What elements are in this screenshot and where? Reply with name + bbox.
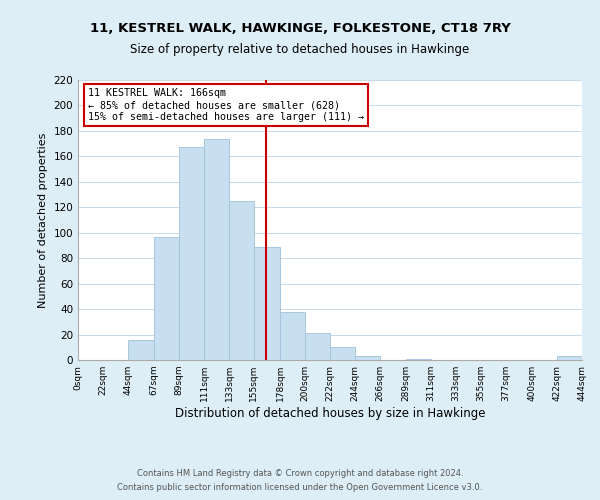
Bar [154, 236, 179, 360]
Bar [557, 356, 582, 360]
Bar [179, 148, 204, 360]
Bar [128, 340, 154, 360]
Bar [280, 312, 305, 360]
Text: Size of property relative to detached houses in Hawkinge: Size of property relative to detached ho… [130, 42, 470, 56]
Y-axis label: Number of detached properties: Number of detached properties [38, 132, 48, 308]
Bar [229, 201, 254, 360]
Text: Contains HM Land Registry data © Crown copyright and database right 2024.: Contains HM Land Registry data © Crown c… [137, 468, 463, 477]
Bar [355, 356, 380, 360]
X-axis label: Distribution of detached houses by size in Hawkinge: Distribution of detached houses by size … [175, 407, 485, 420]
Text: Contains public sector information licensed under the Open Government Licence v3: Contains public sector information licen… [118, 484, 482, 492]
Bar [204, 138, 229, 360]
Text: 11, KESTREL WALK, HAWKINGE, FOLKESTONE, CT18 7RY: 11, KESTREL WALK, HAWKINGE, FOLKESTONE, … [89, 22, 511, 36]
Bar [254, 246, 280, 360]
Text: 11 KESTREL WALK: 166sqm
← 85% of detached houses are smaller (628)
15% of semi-d: 11 KESTREL WALK: 166sqm ← 85% of detache… [88, 88, 364, 122]
Bar [330, 348, 355, 360]
Bar [406, 358, 431, 360]
Bar [305, 334, 330, 360]
